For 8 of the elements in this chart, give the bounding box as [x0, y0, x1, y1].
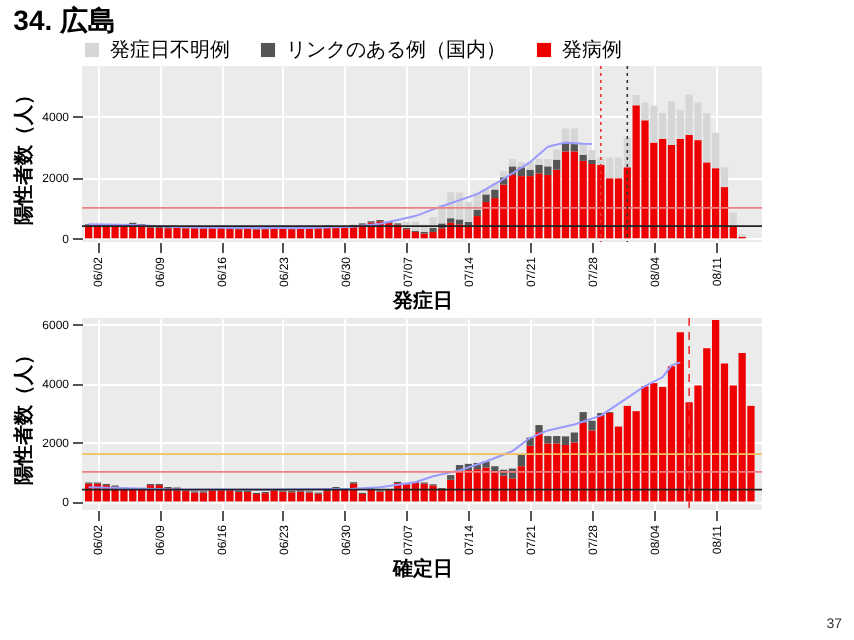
legend-label: 発病例 [562, 38, 622, 62]
legend-label: リンクのある例（国内） [286, 38, 506, 62]
y-axis-title: 陽性者数（人） [12, 85, 37, 225]
x-axis-title: 確定日 [391, 557, 453, 582]
x-axis-title: 発症日 [391, 289, 453, 314]
legend-label: 発症日不明例 [110, 38, 230, 62]
y-axis-title: 陽性者数（人） [12, 345, 37, 485]
chart-title: 34. 広島 [13, 4, 117, 36]
